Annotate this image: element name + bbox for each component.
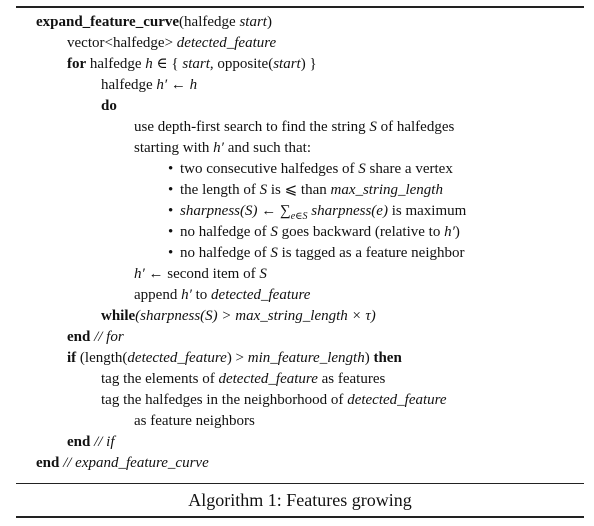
tag-neighbors-continuation: as feature neighbors [134,413,255,429]
then-keyword: then [373,350,402,366]
function-header: expand_feature_curve(halfedge start) [36,14,272,30]
tag-neighbors-line: tag the halfedges in the neighborhood of… [101,392,447,408]
do-keyword: do [101,98,117,114]
dfs-line-2: starting with h′ and such that: [134,140,312,156]
top-rule [16,6,584,8]
dfs-line-1: use depth-first search to find the strin… [134,119,455,135]
while-keyword: while [101,308,136,324]
for-line: for halfedge h ∈ { start, opposite(start… [67,56,317,72]
if-keyword: if [67,350,77,366]
second-item-line: h′ ← second item of S [134,266,267,282]
param-start: start [239,14,267,30]
end-function-line: end // expand_feature_curve [36,455,209,471]
bullet-item: • no halfedge of S is tagged as a feature… [168,245,465,261]
bullet-icon: • [168,224,174,240]
while-line: while(sharpness(S) > max_string_length ×… [101,308,376,324]
bullet-item: • sharpness(S) ← ∑e∈S sharpness(e) is max… [168,203,467,222]
caption-rule [16,483,584,484]
function-name: expand_feature_curve [36,14,180,30]
for-keyword: for [67,56,87,72]
bullet-icon: • [168,182,174,198]
algorithm-caption: Algorithm 1: Features growing [188,490,412,510]
bottom-rule [16,516,584,518]
sum-symbol: ∑ [280,203,291,219]
do-line: do [101,96,117,116]
bullet-icon: • [168,161,174,177]
append-line: append h′ to detected_feature [134,287,311,303]
bullet-item: • no halfedge of S goes backward (relativ… [168,224,460,240]
assign-line: halfedge h′ ← h [101,77,198,93]
vector-declaration: vector<halfedge> detected_feature [67,35,277,51]
if-line: if (length(detected_feature) > min_featu… [67,350,402,366]
bullet-icon: • [168,203,174,219]
bullet-icon: • [168,245,174,261]
bullet-item: • two consecutive halfedges of S share a … [168,161,453,177]
end-if-line: end // if [67,434,115,450]
tag-features-line: tag the elements of detected_feature as … [101,371,386,387]
bullet-item: • the length of S is ⩽ than max_string_le… [168,182,443,198]
end-for-line: end // for [67,329,124,345]
